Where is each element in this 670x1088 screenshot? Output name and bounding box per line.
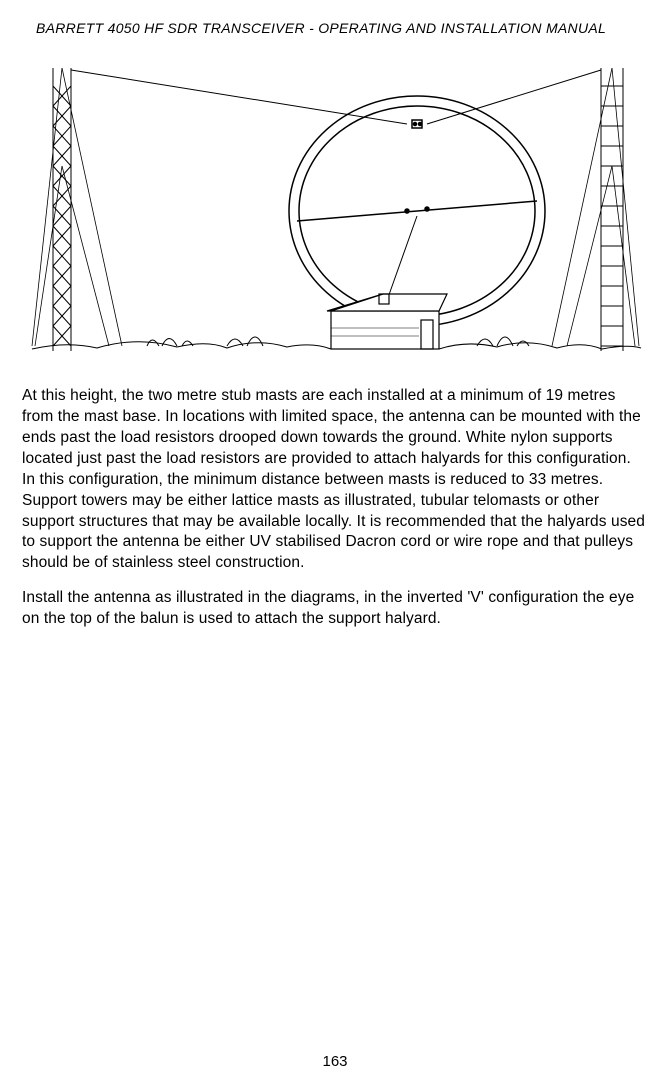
antenna-illustration-svg bbox=[27, 56, 643, 366]
antenna-diagram bbox=[27, 56, 643, 366]
page-number: 163 bbox=[322, 1053, 347, 1070]
paragraph-1: At this height, the two metre stub masts… bbox=[22, 386, 648, 574]
paragraph-2: Install the antenna as illustrated in th… bbox=[22, 588, 648, 630]
page-header: BARRETT 4050 HF SDR TRANSCEIVER - OPERAT… bbox=[36, 20, 648, 36]
